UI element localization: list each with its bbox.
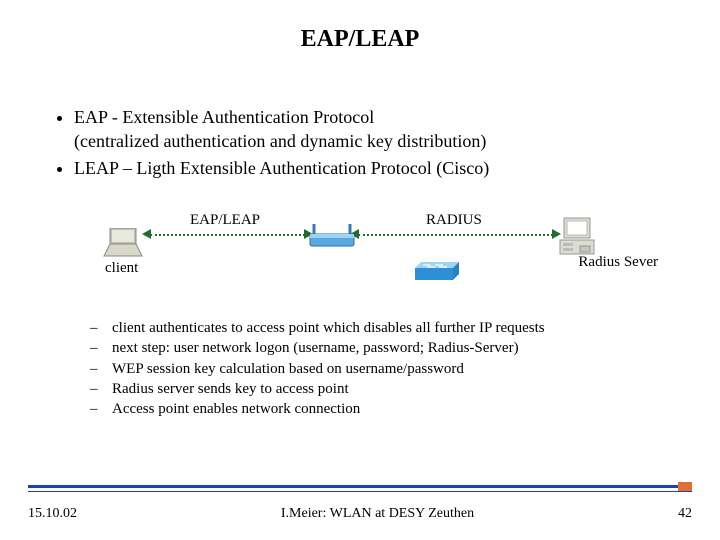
- dash-icon: –: [90, 338, 112, 358]
- list-item: –Radius server sends key to access point: [90, 379, 680, 399]
- bullet-text: Access point enables network connection: [112, 399, 360, 419]
- link-radius: [358, 234, 553, 236]
- link-eap: [150, 234, 305, 236]
- list-item: –next step: user network logon (username…: [90, 338, 680, 358]
- list-item: –WEP session key calculation based on us…: [90, 359, 680, 379]
- protocol-label-right: RADIUS: [426, 212, 482, 229]
- slide: EAP/LEAP EAP - Extensible Authentication…: [0, 0, 720, 540]
- list-item: –client authenticates to access point wh…: [90, 318, 680, 338]
- list-item: –Access point enables network connection: [90, 399, 680, 419]
- switch-icon: [413, 260, 461, 284]
- footer-rule: [28, 485, 692, 488]
- protocol-label-left: EAP/LEAP: [190, 212, 260, 229]
- access-point-icon: [308, 222, 356, 250]
- dash-icon: –: [90, 359, 112, 379]
- footer-date: 15.10.02: [28, 506, 77, 522]
- dash-icon: –: [90, 379, 112, 399]
- list-item: LEAP – Ligth Extensible Authentication P…: [74, 156, 676, 180]
- bullet-subtext: (centralized authentication and dynamic …: [74, 131, 486, 151]
- footer: 15.10.02 I.Meier: WLAN at DESY Zeuthen 4…: [28, 506, 692, 522]
- bullet-text: EAP - Extensible Authentication Protocol: [74, 107, 374, 127]
- bullet-text: client authenticates to access point whi…: [112, 318, 545, 338]
- footer-page: 42: [678, 506, 692, 522]
- dash-icon: –: [90, 399, 112, 419]
- sub-bullet-list: –client authenticates to access point wh…: [90, 318, 680, 419]
- footer-rule-thin: [28, 491, 692, 492]
- network-diagram: EAP/LEAP RADIUS client Radius Sever: [100, 216, 660, 296]
- bullet-text: Radius server sends key to access point: [112, 379, 349, 399]
- slide-title: EAP/LEAP: [0, 0, 720, 53]
- bullet-text: LEAP – Ligth Extensible Authentication P…: [74, 158, 489, 178]
- dash-icon: –: [90, 318, 112, 338]
- laptop-icon: [100, 228, 146, 258]
- top-bullet-list: EAP - Extensible Authentication Protocol…: [56, 105, 676, 182]
- bullet-text: WEP session key calculation based on use…: [112, 359, 464, 379]
- bullet-text: next step: user network logon (username,…: [112, 338, 519, 358]
- server-icon: [558, 216, 600, 258]
- footer-accent: [678, 482, 692, 491]
- list-item: EAP - Extensible Authentication Protocol…: [74, 105, 676, 154]
- footer-center: I.Meier: WLAN at DESY Zeuthen: [281, 506, 474, 522]
- client-label: client: [105, 260, 138, 277]
